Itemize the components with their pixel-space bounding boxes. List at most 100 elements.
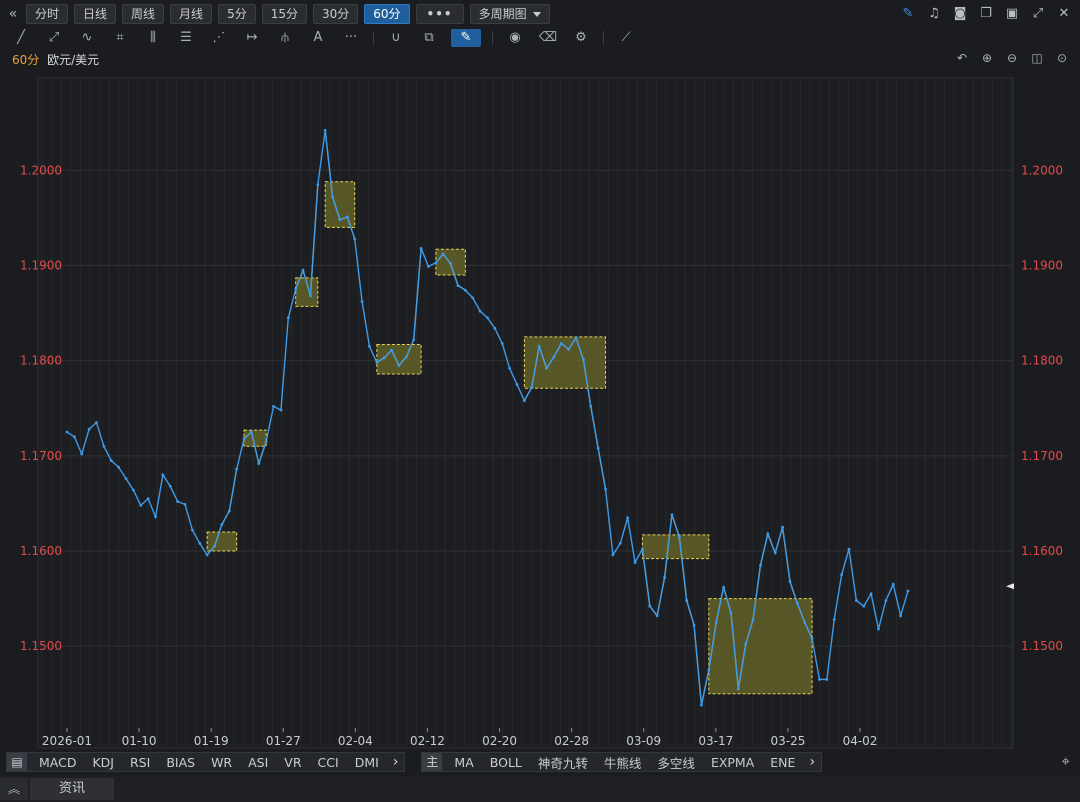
bell-icon[interactable]: ♫ <box>928 6 940 21</box>
settings-icon[interactable]: ⊙ <box>1056 51 1068 65</box>
period-toolbar: « 分时 日线 周线 月线 5分 15分 30分 60分 ••• 多周期图 ✎ … <box>0 0 1080 28</box>
indicator-tab-boll[interactable]: BOLL <box>489 754 522 770</box>
multi-period-label: 多周期图 <box>478 7 527 21</box>
price-point <box>854 599 858 602</box>
window-icon[interactable]: ◫ <box>1031 51 1043 65</box>
indicator-tab-td9[interactable]: 神奇九转 <box>537 755 588 771</box>
x-tick-label: 02-20 <box>482 734 517 748</box>
plot-area[interactable] <box>37 77 1014 749</box>
price-point <box>360 300 364 304</box>
copy-icon[interactable]: ❐ <box>980 6 992 21</box>
price-point <box>825 678 829 681</box>
indicator-tab-dmi[interactable]: DMI <box>354 754 379 770</box>
line-tool-icon[interactable]: ╱ <box>17 30 25 45</box>
price-point <box>559 342 563 345</box>
eye-icon[interactable]: ◉ <box>509 30 521 45</box>
price-point <box>714 620 718 624</box>
period-button-15min[interactable]: 15分 <box>261 4 307 24</box>
chevron-up-icon[interactable]: ︽ <box>0 778 28 800</box>
x-tick-label: 02-28 <box>554 734 589 748</box>
measure-tool-icon[interactable]: ↦ <box>246 30 258 45</box>
price-point <box>456 284 460 287</box>
price-point <box>323 128 327 132</box>
ray-tool-icon[interactable]: ⤢ <box>48 30 60 45</box>
monitor-icon[interactable]: ▣ <box>1005 6 1019 21</box>
price-point <box>795 601 799 605</box>
price-point <box>154 515 157 519</box>
indicator-tab-rsi[interactable]: RSI <box>130 754 151 770</box>
close-icon[interactable]: ✕ <box>1058 6 1070 21</box>
price-chart[interactable]: 1.2000 1.1900 1.1800 1.1700 1.1600 1.1500 1.2… <box>0 0 1080 750</box>
period-button-5min[interactable]: 5分 <box>218 4 256 24</box>
price-point <box>655 614 659 618</box>
camera-icon[interactable]: ◙ <box>953 6 967 21</box>
indicator-tab-long-short[interactable]: 多空线 <box>657 755 695 771</box>
period-button-30min[interactable]: 30分 <box>312 4 359 24</box>
parallel-tool-icon[interactable]: ⫼ <box>150 30 156 45</box>
indicator-tab-macd[interactable]: MACD <box>39 754 77 770</box>
price-point <box>220 522 224 526</box>
more-tool-icon[interactable]: ··· <box>344 30 358 45</box>
text-tool-icon[interactable]: A <box>313 30 323 45</box>
indicator-tab-wr[interactable]: WR <box>211 754 233 770</box>
price-point <box>235 467 239 471</box>
x-axis: 2026-01 01-10 01-19 01-27 02-04 02-12 02-20 02-… <box>42 728 878 748</box>
chart-title: 60分 欧元/美元 <box>12 51 99 68</box>
consolidation-box <box>243 429 267 447</box>
settings-icon[interactable]: ⚙ <box>575 30 587 45</box>
period-button-monthly[interactable]: 月线 <box>170 4 213 24</box>
period-button-weekly[interactable]: 周线 <box>122 4 165 24</box>
indicator-tab-kdj[interactable]: KDJ <box>92 754 114 770</box>
price-point <box>124 477 128 481</box>
double-chevron-left-icon[interactable]: « <box>8 6 18 22</box>
edit-icon[interactable]: ✎ <box>451 29 481 47</box>
indicator-tab-ma[interactable]: MA <box>454 754 474 770</box>
price-point <box>906 589 910 593</box>
price-point <box>368 344 371 348</box>
zoom-in-icon[interactable]: ⊕ <box>981 51 993 65</box>
rect-tool-icon[interactable]: ⌗ <box>116 30 124 45</box>
y-tick-label: 1.1700 <box>1021 449 1063 463</box>
price-point <box>242 437 246 441</box>
indicator-tab-vr[interactable]: VR <box>284 754 302 770</box>
multi-period-dropdown[interactable]: 多周期图 <box>469 4 550 24</box>
news-tab[interactable]: 资讯 <box>30 778 114 800</box>
next-arrow-icon[interactable]: › <box>392 754 399 770</box>
y-tick-label: 1.2000 <box>1021 163 1063 177</box>
indicator-tab-bull-bear[interactable]: 牛熊线 <box>603 755 642 771</box>
indicator-tab-asi[interactable]: ASI <box>248 754 269 770</box>
chart-period: 60分 <box>12 53 40 67</box>
layers-icon[interactable]: ⧉ <box>424 30 434 45</box>
undo-icon[interactable]: ↶ <box>956 51 968 65</box>
pitchfork-tool-icon[interactable]: ⫛ <box>281 30 289 45</box>
location-pin-icon[interactable]: ⌖ <box>1061 752 1070 770</box>
delete-icon[interactable]: ⌫ <box>538 30 558 45</box>
expand-icon[interactable]: ⤢ <box>1032 6 1044 21</box>
price-point <box>677 535 681 539</box>
indicator-list-icon[interactable]: ▤ <box>7 753 27 771</box>
price-point <box>700 703 703 707</box>
next-arrow-icon[interactable]: › <box>809 754 816 770</box>
indicator-tab-ene[interactable]: ENE <box>770 754 796 770</box>
price-point <box>191 528 194 532</box>
polyline-tool-icon[interactable]: ∿ <box>81 30 93 45</box>
pencil-icon[interactable]: ✎ <box>902 6 914 21</box>
price-point <box>537 344 541 348</box>
period-button-fenshi[interactable]: 分时 <box>26 4 69 24</box>
period-button-daily[interactable]: 日线 <box>74 4 117 24</box>
chart-symbol: 欧元/美元 <box>47 53 100 67</box>
price-point <box>751 618 755 621</box>
zoom-out-icon[interactable]: ⊖ <box>1006 51 1018 65</box>
fib-tool-icon[interactable]: ☰ <box>180 30 192 45</box>
indicator-tab-cci[interactable]: CCI <box>317 754 339 770</box>
indicator-tab-expma[interactable]: EXPMA <box>710 754 755 770</box>
price-point <box>692 623 696 627</box>
period-button-60min[interactable]: 60分 <box>364 4 410 24</box>
ruler-icon[interactable]: ⟋ <box>621 30 631 45</box>
indicator-tab-bias[interactable]: BIAS <box>166 754 196 770</box>
magnet-icon[interactable]: ∪ <box>391 30 401 45</box>
more-periods-button[interactable]: ••• <box>415 4 464 24</box>
fan-tool-icon[interactable]: ⋰ <box>212 30 226 45</box>
x-tick-label: 04-02 <box>843 734 878 748</box>
price-point <box>257 462 261 465</box>
